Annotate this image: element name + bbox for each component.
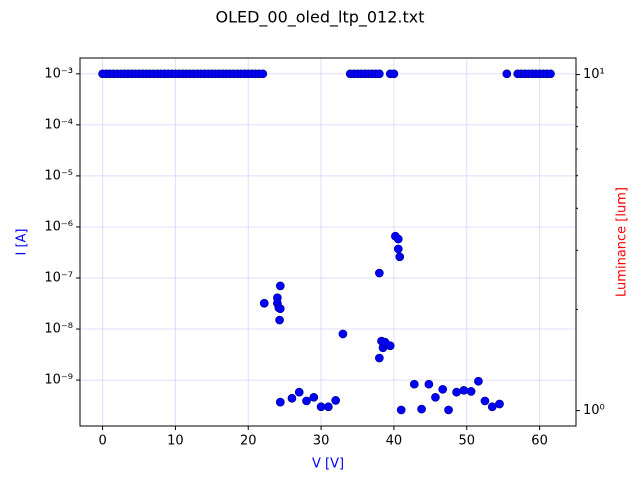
x-tick-label: 60 bbox=[531, 434, 548, 449]
point bbox=[495, 399, 504, 409]
point bbox=[324, 402, 333, 412]
point bbox=[275, 281, 285, 291]
x-tick-label: 0 bbox=[98, 434, 106, 449]
y-axis-label: I [A] bbox=[15, 228, 30, 255]
point bbox=[409, 379, 419, 389]
y-tick-label: 10⁻⁴ bbox=[44, 117, 73, 132]
point bbox=[259, 298, 269, 308]
x-axis-label: V [V] bbox=[312, 457, 344, 472]
point bbox=[393, 244, 403, 254]
point bbox=[389, 69, 399, 79]
x-tick-label: 30 bbox=[313, 434, 330, 449]
y-tick-label: 10⁻⁵ bbox=[44, 168, 73, 183]
point bbox=[438, 384, 448, 394]
point bbox=[424, 379, 434, 389]
point bbox=[417, 404, 426, 414]
point bbox=[431, 392, 440, 402]
point bbox=[474, 376, 483, 386]
point bbox=[374, 353, 384, 363]
y2-axis-label: Luminance [lum] bbox=[615, 187, 630, 297]
y-tick-label: 10⁻⁹ bbox=[44, 373, 73, 388]
point bbox=[275, 397, 285, 407]
point bbox=[338, 329, 348, 339]
y2-tick-label: 10⁰ bbox=[583, 403, 605, 418]
point bbox=[331, 396, 340, 405]
y-tick-label: 10⁻⁷ bbox=[44, 270, 73, 285]
point bbox=[275, 315, 284, 325]
point bbox=[502, 69, 512, 79]
point bbox=[302, 396, 311, 406]
point bbox=[287, 393, 297, 403]
point bbox=[294, 387, 304, 397]
point bbox=[546, 69, 555, 79]
point bbox=[459, 385, 469, 395]
point bbox=[452, 387, 461, 397]
point bbox=[480, 396, 490, 406]
point bbox=[396, 405, 406, 415]
point bbox=[393, 234, 403, 244]
y-tick-label: 10⁻⁶ bbox=[44, 219, 73, 234]
point bbox=[395, 252, 405, 262]
point bbox=[444, 405, 453, 415]
point bbox=[258, 69, 268, 79]
y-tick-label: 10⁻³ bbox=[44, 66, 73, 81]
chart-title: OLED_00_oled_ltp_012.txt bbox=[215, 8, 424, 28]
point bbox=[466, 387, 476, 396]
point bbox=[374, 69, 384, 79]
x-tick-label: 10 bbox=[167, 434, 184, 449]
plot-frame bbox=[79, 57, 577, 427]
point bbox=[309, 392, 319, 402]
point bbox=[275, 304, 285, 314]
y-tick-label: 10⁻⁸ bbox=[44, 322, 73, 337]
x-tick-label: 20 bbox=[240, 434, 257, 449]
point bbox=[487, 402, 497, 412]
y2-tick-label: 10¹ bbox=[583, 67, 605, 82]
point bbox=[374, 268, 384, 278]
point bbox=[316, 402, 326, 412]
point bbox=[380, 337, 390, 347]
x-tick-label: 40 bbox=[386, 434, 403, 449]
x-tick-label: 50 bbox=[458, 434, 475, 449]
